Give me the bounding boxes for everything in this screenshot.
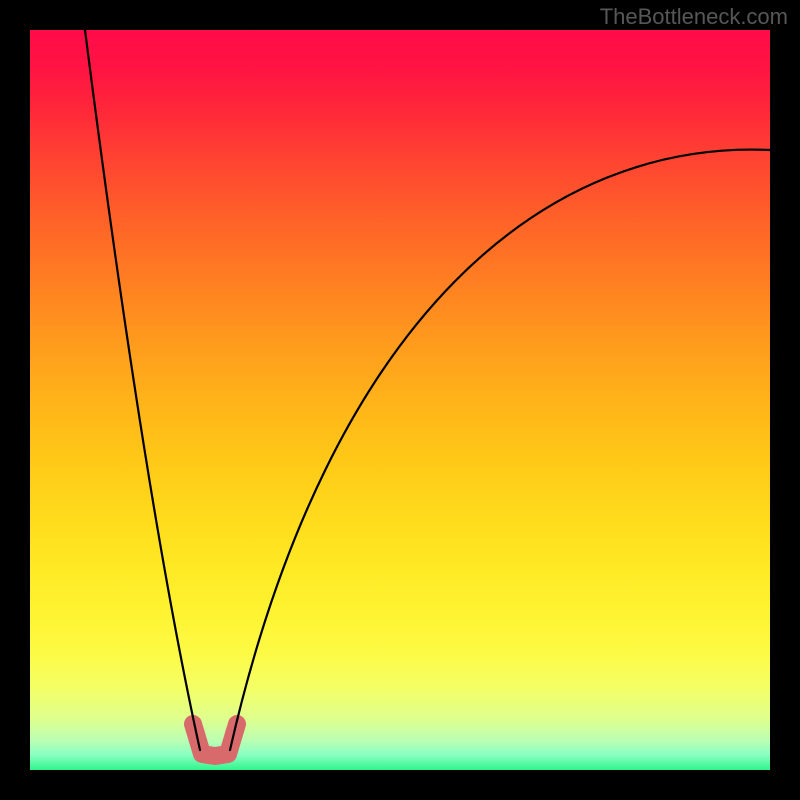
curve-left-branch — [85, 30, 200, 750]
plot-area — [30, 30, 770, 770]
chart-root: TheBottleneck.com — [0, 0, 800, 800]
watermark-text: TheBottleneck.com — [600, 4, 788, 30]
curve-layer — [30, 30, 770, 770]
curve-right-branch — [230, 150, 770, 750]
curve-base-marker — [193, 724, 237, 756]
